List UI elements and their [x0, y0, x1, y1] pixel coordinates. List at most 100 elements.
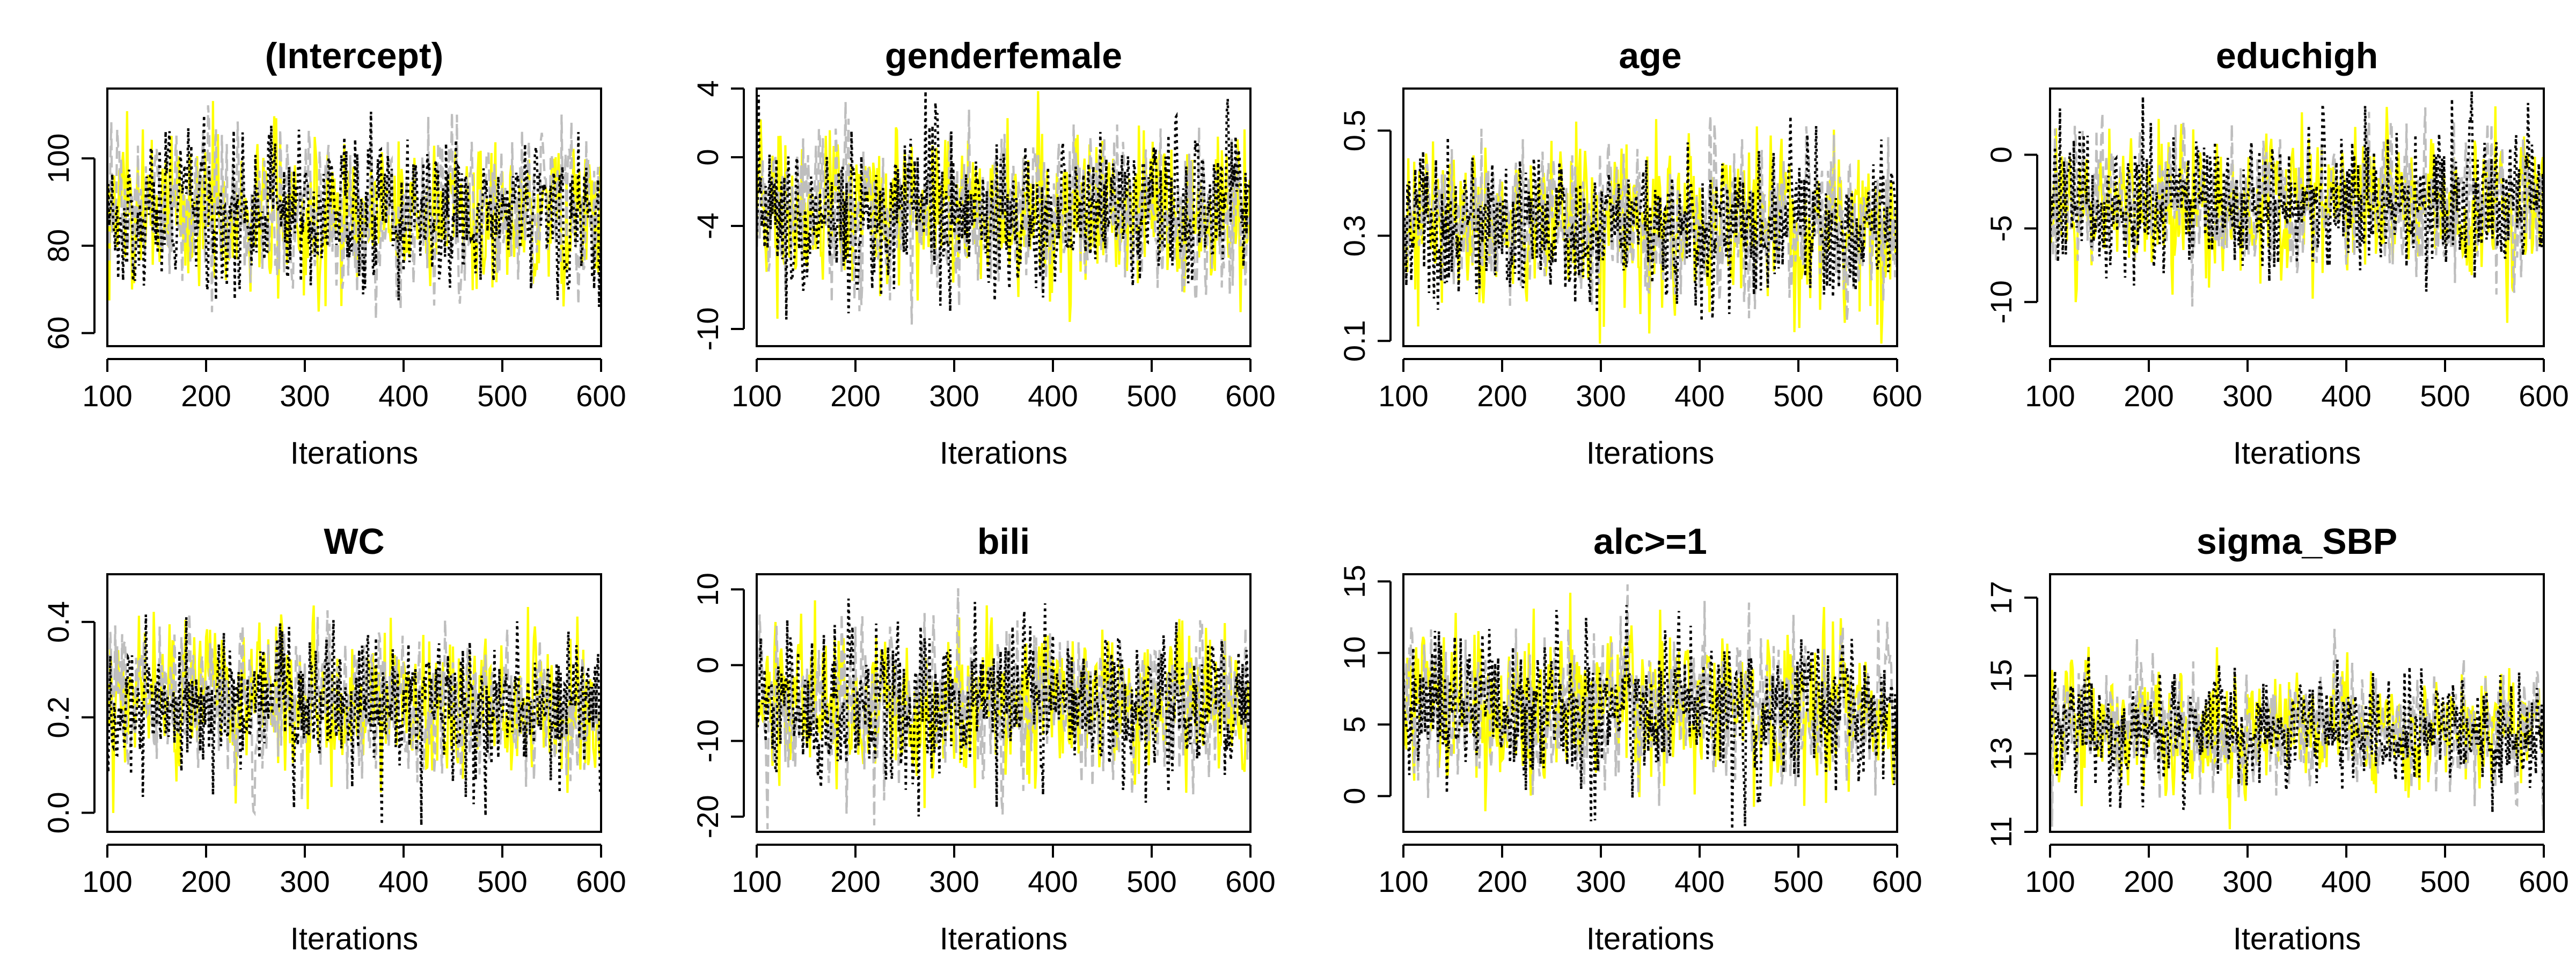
trace-lines	[107, 101, 601, 319]
x-tick-label: 400	[378, 865, 428, 898]
trace-panel: sigma_SBP 100 200 300 400 500 600 Iterations 11 1…	[1984, 521, 2569, 956]
y-tick-label: 0.2	[41, 697, 75, 738]
x-tick-label: 400	[1674, 865, 1724, 898]
trace-series-line	[2050, 91, 2544, 292]
y-tick-label: 10	[691, 573, 724, 606]
y-tick-label: 0.4	[41, 601, 75, 643]
x-tick-label: 100	[82, 865, 132, 898]
x-tick-label: 600	[1225, 379, 1275, 413]
x-tick-label: 200	[181, 379, 231, 413]
trace-lines	[2050, 628, 2544, 830]
y-tick-label: 0.5	[1337, 109, 1371, 151]
y-tick-label: 0	[691, 657, 724, 674]
y-tick-label: 0.3	[1337, 215, 1371, 257]
trace-series-line	[2050, 656, 2544, 813]
trace-panel: alc>=1 100 200 300 400 500 600 Iterations 0 5 10 15	[1337, 521, 1922, 956]
y-tick-label: 60	[41, 316, 75, 349]
panel-title: age	[1619, 35, 1681, 76]
x-tick-label: 300	[280, 379, 330, 413]
trace-lines	[2050, 91, 2544, 323]
panel-title: genderfemale	[885, 35, 1122, 76]
y-tick-label: -10	[691, 719, 724, 763]
x-tick-label: 600	[2519, 379, 2568, 413]
x-tick-label: 100	[1378, 379, 1428, 413]
x-tick-label: 100	[82, 379, 132, 413]
x-tick-label: 500	[2420, 865, 2470, 898]
trace-panel: (Intercept) 100 200 300 400 500 600 Iterations 6…	[41, 35, 626, 471]
trace-series-line	[107, 610, 601, 817]
y-tick-label: 0	[691, 149, 724, 165]
panel-title: bili	[977, 521, 1030, 562]
x-tick-label: 600	[576, 865, 626, 898]
x-tick-label: 600	[1872, 865, 1922, 898]
y-tick-label: 11	[1984, 816, 2018, 847]
x-axis-label: Iterations	[2233, 921, 2361, 956]
trace-series-line	[107, 112, 601, 307]
y-tick-label: -4	[691, 213, 724, 239]
trace-series-line	[757, 101, 1250, 325]
y-tick-label: -10	[1984, 280, 2018, 324]
panel-title: educhigh	[2216, 35, 2378, 76]
y-tick-label: -5	[1984, 215, 2018, 242]
x-tick-label: 100	[731, 865, 781, 898]
x-tick-label: 600	[576, 379, 626, 413]
trace-lines	[757, 91, 1250, 325]
trace-lines	[757, 588, 1250, 830]
plot-frame	[106, 573, 602, 833]
x-tick-label: 400	[378, 379, 428, 413]
x-axis-label: Iterations	[1586, 436, 1715, 471]
x-axis-label: Iterations	[1586, 921, 1715, 956]
plot-frame	[756, 573, 1252, 833]
x-tick-label: 500	[2420, 379, 2470, 413]
x-tick-label: 300	[280, 865, 330, 898]
x-axis-label: Iterations	[290, 436, 419, 471]
trace-panel: educhigh 100 200 300 400 500 600 Iterations -10 -…	[1984, 35, 2569, 471]
x-tick-label: 300	[1576, 379, 1626, 413]
y-tick-label: 0	[1337, 788, 1371, 804]
x-tick-label: 200	[2124, 865, 2174, 898]
trace-panel: genderfemale 100 200 300 400 500 600 Iterations…	[691, 35, 1276, 471]
x-tick-label: 500	[477, 379, 527, 413]
trace-lines	[107, 605, 601, 825]
x-tick-label: 100	[731, 379, 781, 413]
plot-frame	[2049, 87, 2545, 347]
y-tick-label: 0	[1984, 147, 2018, 163]
x-tick-label: 200	[1477, 379, 1527, 413]
x-tick-label: 500	[1773, 379, 1823, 413]
y-tick-label: 0.0	[41, 792, 75, 834]
trace-series-line	[2050, 628, 2544, 827]
x-tick-label: 400	[1028, 865, 1078, 898]
trace-series-line	[757, 588, 1250, 830]
x-tick-label: 300	[1576, 865, 1626, 898]
x-axis-label: Iterations	[290, 921, 419, 956]
y-tick-label: -10	[691, 308, 724, 351]
plot-frame	[1402, 87, 1898, 347]
trace-series-line	[107, 105, 601, 319]
y-tick-label: 100	[41, 133, 75, 183]
trace-series-line	[2050, 107, 2544, 307]
x-tick-label: 100	[2025, 865, 2075, 898]
x-tick-label: 600	[2519, 865, 2568, 898]
x-tick-label: 500	[477, 865, 527, 898]
y-tick-label: 10	[1337, 636, 1371, 670]
x-tick-label: 300	[2222, 865, 2272, 898]
x-tick-label: 600	[1225, 865, 1275, 898]
trace-lines	[1403, 115, 1897, 344]
x-tick-label: 400	[2321, 379, 2371, 413]
x-tick-label: 300	[929, 865, 979, 898]
x-tick-label: 200	[830, 379, 880, 413]
x-tick-label: 100	[1378, 865, 1428, 898]
plot-frame	[106, 87, 602, 347]
trace-series-line	[107, 614, 601, 825]
x-tick-label: 200	[830, 865, 880, 898]
x-tick-label: 400	[2321, 865, 2371, 898]
trace-series-line	[757, 598, 1250, 817]
plot-frame	[756, 87, 1252, 347]
x-tick-label: 400	[1674, 379, 1724, 413]
x-tick-label: 300	[929, 379, 979, 413]
trace-panel: WC 100 200 300 400 500 600 Iterations 0.0 0.2 0.4	[41, 521, 626, 956]
x-tick-label: 500	[1126, 379, 1176, 413]
x-tick-label: 500	[1773, 865, 1823, 898]
x-tick-label: 100	[2025, 379, 2075, 413]
